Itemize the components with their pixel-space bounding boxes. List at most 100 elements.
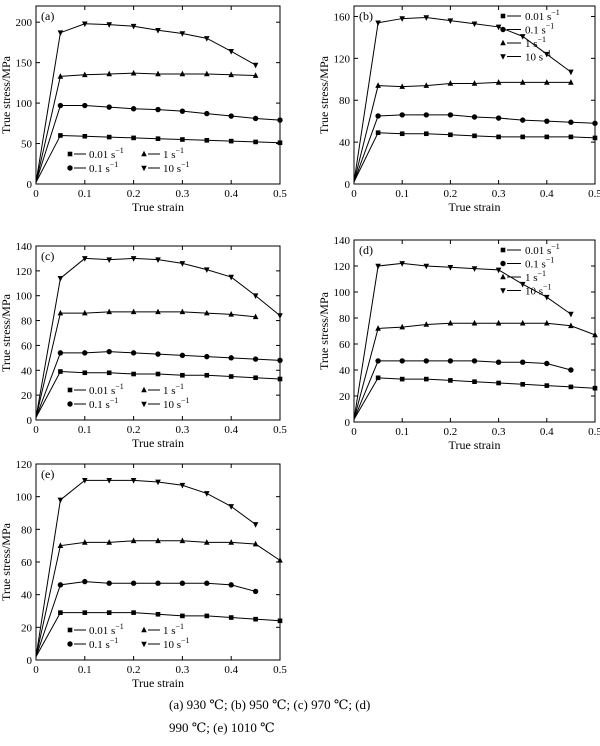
- chart-panel-b: 0 0.1 0.2 0.3 0.4 0.5 0 40 80 120 160 True strain Tr…: [317, 5, 600, 214]
- data-point-circle: [57, 102, 64, 109]
- data-point-circle: [568, 367, 574, 373]
- legend-marker-triangle-down: [141, 641, 147, 648]
- y-tick-label: 120: [16, 459, 33, 471]
- data-point-triangle-up: [375, 325, 381, 331]
- data-point-triangle-down: [495, 24, 502, 31]
- x-tick-label: 0.1: [395, 426, 409, 438]
- data-point-square: [277, 618, 283, 624]
- data-point-triangle-up: [447, 319, 454, 326]
- legend-label: 0.1 s−1: [89, 160, 118, 175]
- series-line-square: [353, 377, 596, 420]
- data-point-circle: [179, 580, 186, 586]
- data-point-triangle-down: [228, 274, 234, 281]
- x-tick-label: 0: [351, 188, 357, 200]
- data-point-square: [131, 135, 136, 141]
- data-point-square: [204, 138, 210, 143]
- series-line-circle: [35, 105, 281, 183]
- data-point-triangle-up: [155, 308, 161, 315]
- series-line-triangle-down: [353, 17, 572, 182]
- data-point-circle: [228, 113, 234, 119]
- data-point-triangle-down: [155, 479, 161, 486]
- data-point-circle: [57, 350, 64, 356]
- data-point-triangle-down: [204, 491, 210, 497]
- y-tick-label: 20: [21, 622, 33, 634]
- legend-label: 10 s−1: [163, 396, 190, 411]
- data-point-triangle-up: [544, 319, 550, 326]
- data-point-circle: [179, 352, 186, 359]
- data-point-square: [520, 134, 525, 140]
- data-point-triangle-down: [252, 62, 259, 69]
- panel-label: (a): [41, 9, 54, 23]
- data-point-triangle-up: [519, 79, 526, 85]
- y-tick-label: 100: [16, 98, 33, 110]
- series-line-circle: [353, 360, 572, 420]
- data-point-circle: [423, 358, 429, 364]
- data-point-square: [82, 133, 88, 139]
- data-point-square: [253, 616, 258, 622]
- x-tick-label: 0.2: [444, 426, 458, 438]
- data-point-triangle-down: [204, 267, 210, 273]
- panel-label: (e): [41, 467, 54, 481]
- x-tick-label: 0.1: [78, 664, 92, 676]
- data-point-circle: [82, 102, 88, 109]
- panel-label: (b): [359, 9, 373, 23]
- data-point-triangle-down: [423, 263, 430, 270]
- y-tick-label: 0: [27, 179, 33, 191]
- y-tick-label: 0: [345, 417, 351, 429]
- x-tick-label: 0.5: [273, 424, 287, 436]
- data-point-triangle-down: [568, 311, 574, 318]
- legend-marker-circle: [67, 165, 73, 171]
- data-point-triangle-up: [130, 69, 137, 76]
- data-point-square: [155, 371, 161, 377]
- data-point-triangle-up: [179, 70, 186, 77]
- data-point-triangle-down: [82, 478, 88, 484]
- legend-label: 1 s−1: [163, 146, 184, 161]
- data-point-triangle-up: [155, 70, 161, 77]
- x-tick-label: 0: [33, 664, 39, 676]
- data-point-square: [58, 133, 63, 138]
- data-point-triangle-down: [57, 497, 64, 504]
- legend-marker-triangle-up: [141, 150, 147, 157]
- data-point-circle: [375, 113, 381, 119]
- data-point-triangle-up: [179, 308, 186, 315]
- chart-panel-c: 0 0.1 0.2 0.3 0.4 0.5 0 20 40 60 80 100 120 140 True s…: [0, 241, 287, 450]
- data-point-square: [131, 371, 136, 377]
- x-tick-label: 0.5: [588, 426, 600, 438]
- y-tick-label: 40: [339, 137, 351, 149]
- data-point-circle: [228, 355, 234, 361]
- data-point-circle: [471, 114, 478, 120]
- plot-frame: [35, 463, 281, 661]
- data-point-square: [253, 375, 258, 381]
- data-point-square: [277, 140, 283, 146]
- data-point-triangle-up: [82, 71, 88, 78]
- legend-marker-square: [67, 387, 73, 393]
- x-tick-label: 0: [351, 426, 357, 438]
- y-tick-label: 200: [16, 17, 33, 29]
- data-point-triangle-down: [82, 256, 88, 262]
- plot-frame: [353, 5, 596, 185]
- data-point-triangle-down: [130, 478, 137, 484]
- legend-marker-circle: [500, 26, 506, 33]
- legend-label: 1 s−1: [525, 35, 546, 50]
- data-point-triangle-up: [228, 71, 234, 78]
- data-point-triangle-up: [106, 308, 112, 315]
- data-point-circle: [82, 350, 88, 356]
- y-tick-label: 120: [334, 261, 351, 273]
- data-point-square: [399, 131, 405, 137]
- data-point-circle: [228, 582, 234, 588]
- data-point-circle: [423, 112, 429, 118]
- data-point-circle: [57, 582, 64, 588]
- y-tick-label: 160: [334, 11, 351, 23]
- y-axis-label: True stress/MPa: [317, 291, 331, 370]
- data-point-triangle-down: [544, 294, 550, 301]
- y-tick-label: 0: [27, 415, 33, 427]
- y-tick-label: 140: [16, 241, 33, 253]
- data-point-triangle-down: [228, 49, 234, 55]
- x-tick-label: 0.1: [395, 188, 409, 200]
- data-point-triangle-down: [544, 51, 550, 58]
- panel-label: (c): [41, 249, 54, 263]
- data-point-triangle-down: [57, 30, 64, 36]
- y-tick-label: 60: [21, 340, 33, 352]
- data-point-triangle-up: [544, 79, 550, 85]
